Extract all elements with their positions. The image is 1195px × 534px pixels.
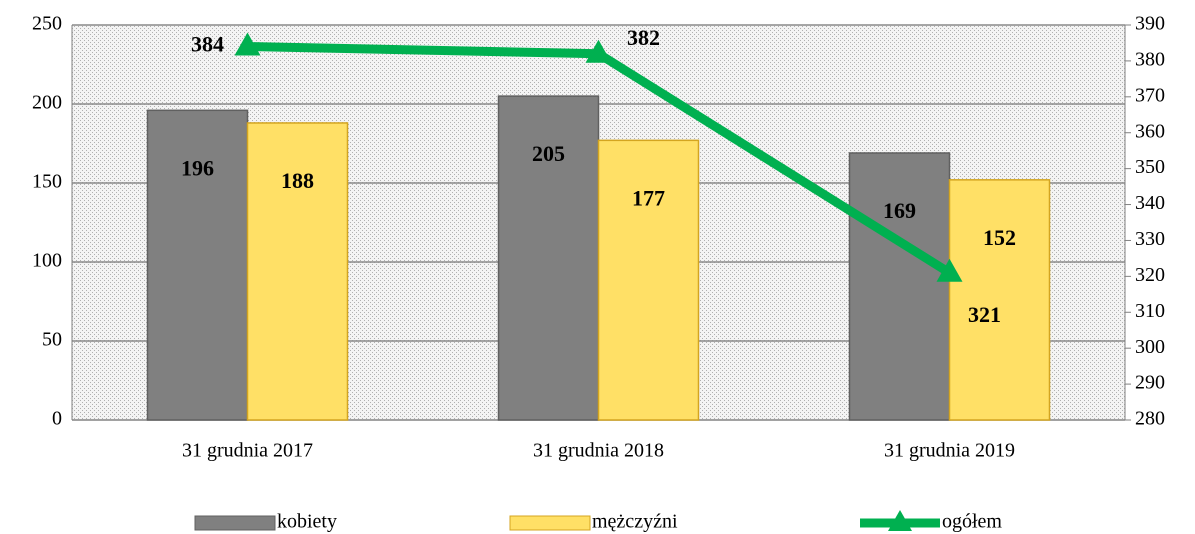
data-label: 152	[983, 225, 1016, 250]
y2-tick-label: 330	[1135, 228, 1165, 250]
bar	[497, 95, 600, 421]
x-tick-label: 31 grudnia 2019	[884, 440, 1015, 462]
data-label: 196	[181, 155, 214, 180]
y2-tick-label: 390	[1135, 13, 1165, 35]
legend-label: mężczyźni	[592, 511, 678, 533]
data-label: 177	[632, 185, 665, 210]
bar	[146, 109, 249, 421]
y-tick-label: 150	[32, 171, 62, 193]
y-tick-label: 50	[42, 329, 62, 351]
y2-tick-label: 300	[1135, 336, 1165, 358]
y2-tick-label: 320	[1135, 264, 1165, 286]
legend-swatch	[509, 515, 591, 531]
data-label: 321	[968, 302, 1001, 327]
x-tick-label: 31 grudnia 2018	[533, 440, 664, 462]
line-marker	[234, 32, 261, 56]
y2-tick-label: 310	[1135, 300, 1165, 322]
data-label: 382	[627, 25, 660, 50]
y-tick-label: 0	[52, 408, 62, 430]
y2-tick-label: 380	[1135, 49, 1165, 71]
legend-label: ogółem	[942, 511, 1002, 533]
y2-tick-label: 360	[1135, 120, 1165, 142]
data-label: 384	[191, 32, 224, 57]
legend-swatch	[194, 515, 276, 531]
y-tick-label: 200	[32, 92, 62, 114]
y2-tick-label: 370	[1135, 84, 1165, 106]
data-label: 188	[281, 168, 314, 193]
line-marker	[936, 258, 963, 282]
bar	[848, 152, 951, 421]
legend-marker	[888, 510, 912, 531]
data-label: 205	[532, 141, 565, 166]
legend-label: kobiety	[277, 511, 337, 533]
y2-tick-label: 350	[1135, 156, 1165, 178]
x-tick-label: 31 grudnia 2017	[182, 440, 313, 462]
data-label: 169	[883, 198, 916, 223]
y-tick-label: 100	[32, 250, 62, 272]
y2-tick-label: 280	[1135, 408, 1165, 430]
bar	[948, 179, 1051, 421]
bar	[597, 139, 700, 421]
y2-tick-label: 340	[1135, 192, 1165, 214]
line-marker	[585, 39, 612, 63]
y2-tick-label: 290	[1135, 372, 1165, 394]
bar	[246, 122, 349, 421]
y-tick-label: 250	[32, 13, 62, 35]
